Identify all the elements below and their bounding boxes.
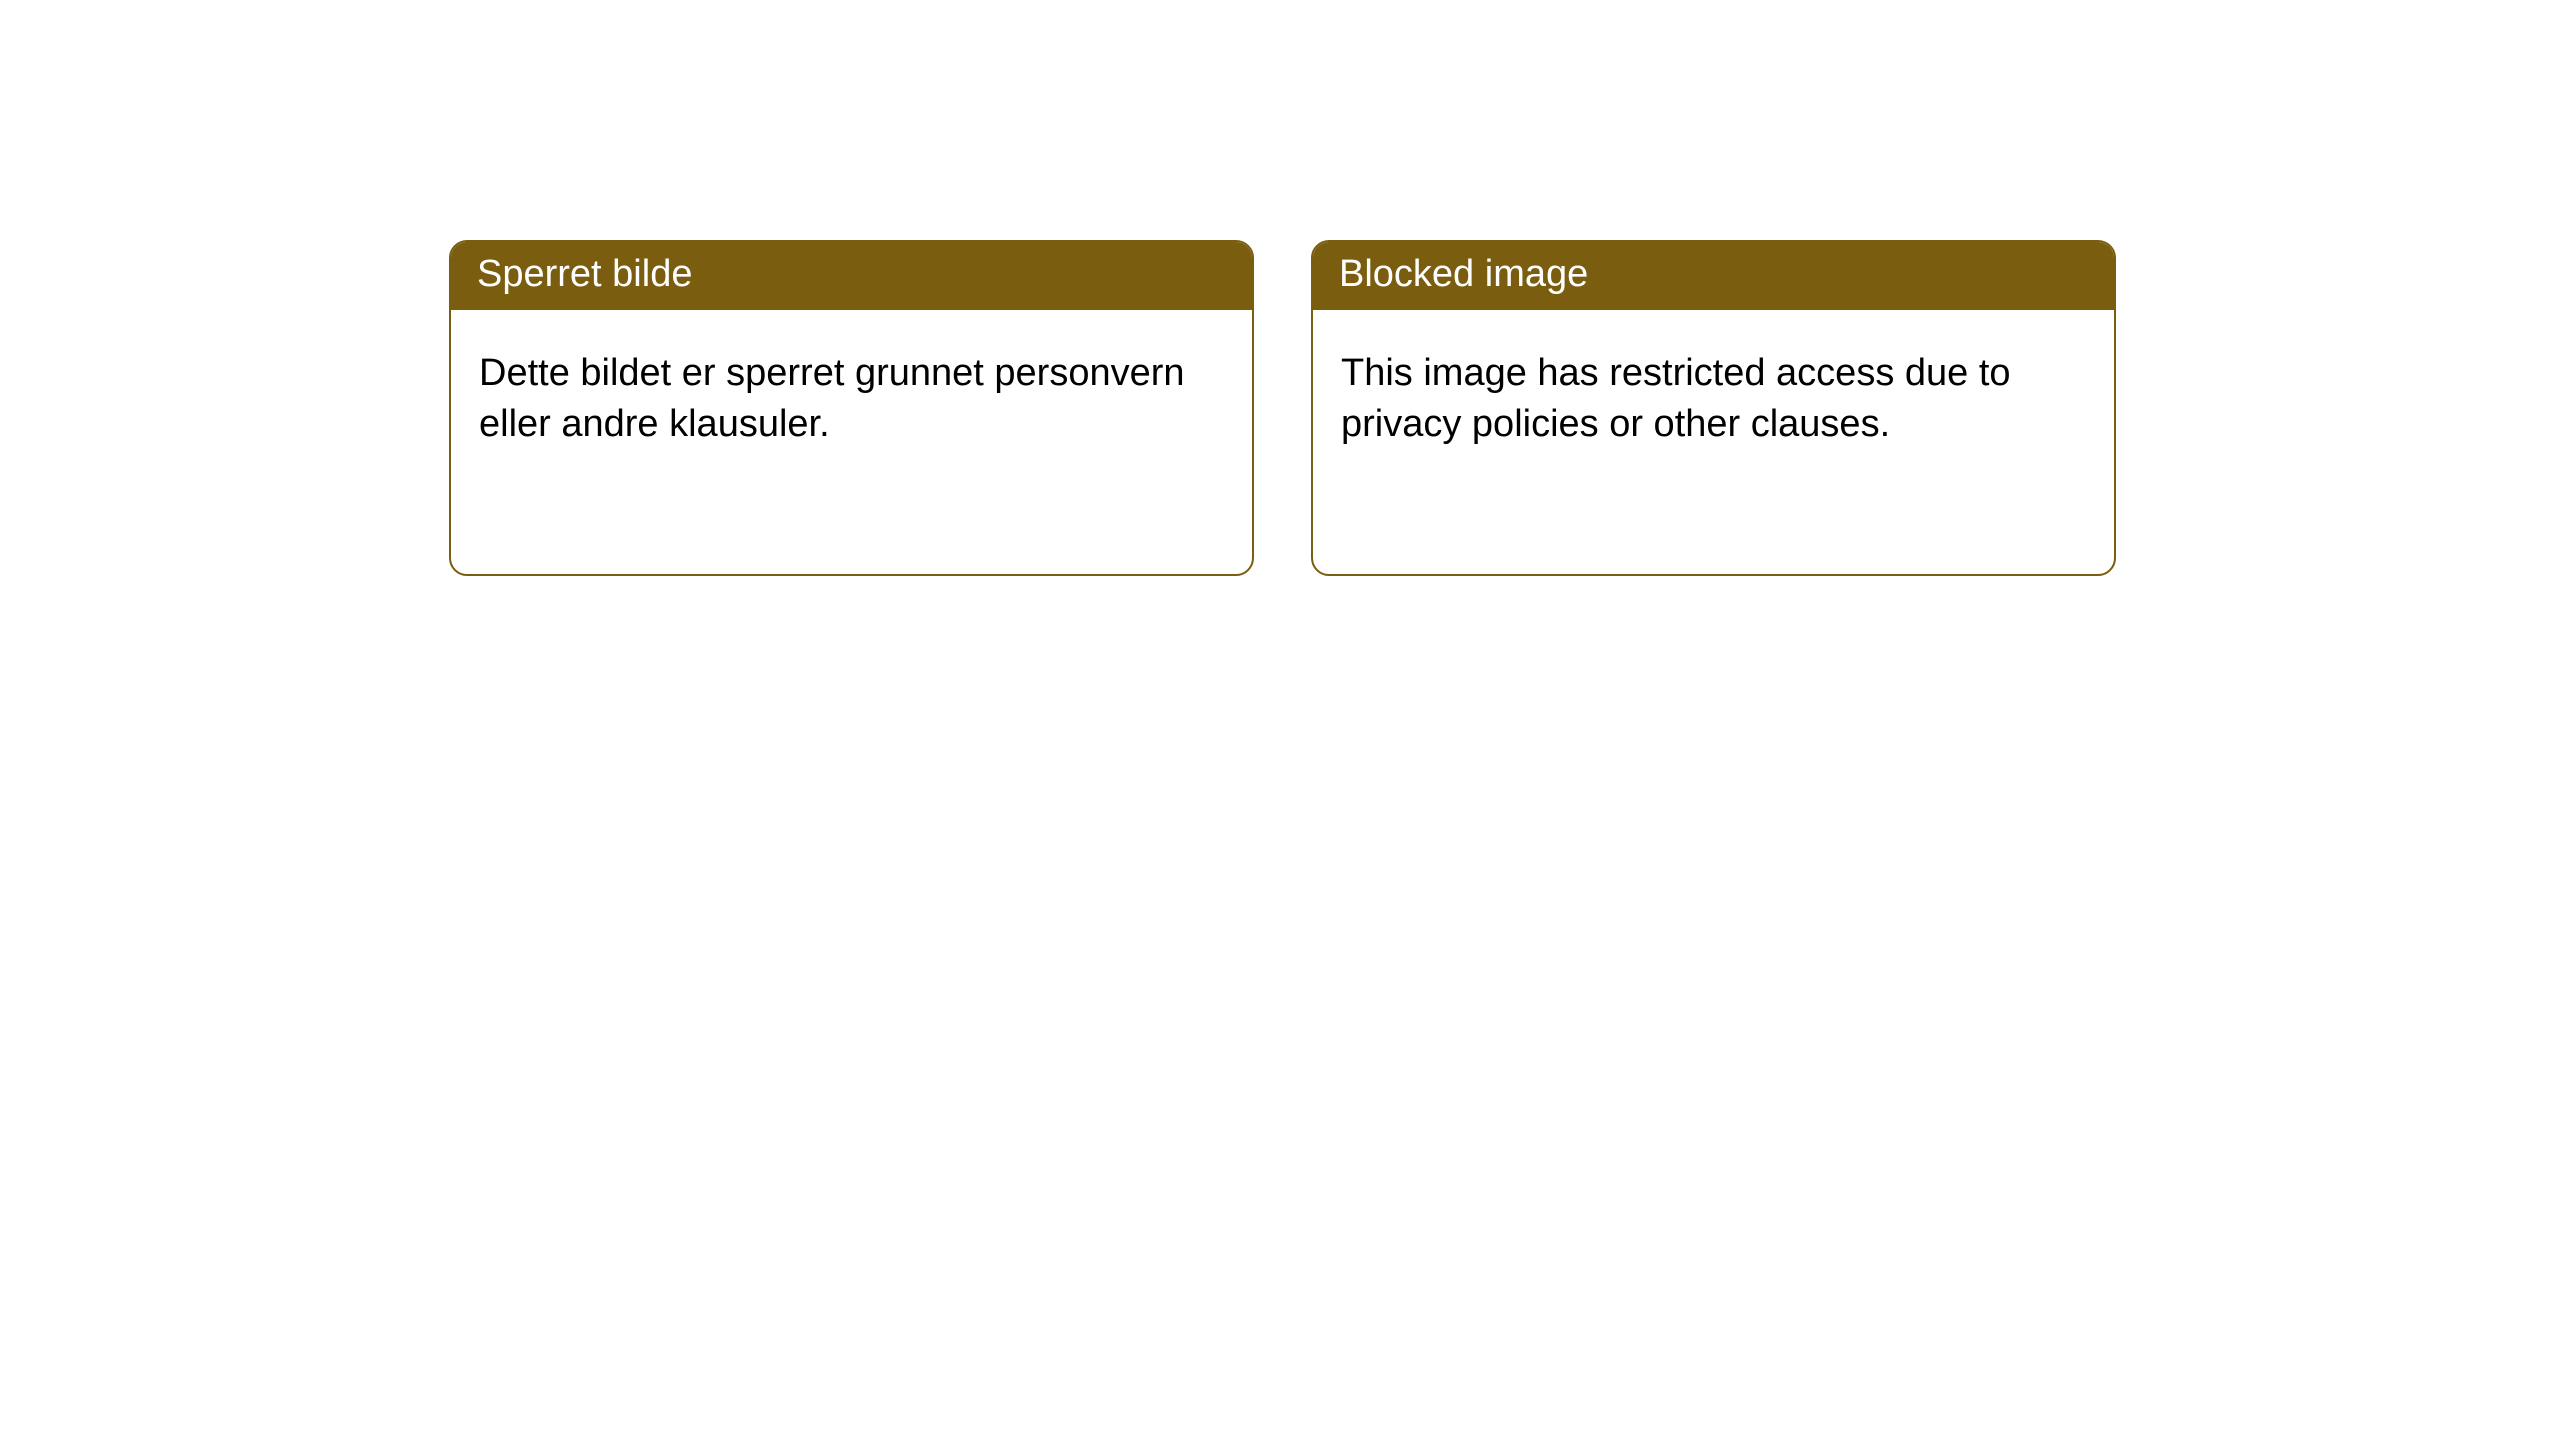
notice-body: Dette bildet er sperret grunnet personve… [451, 310, 1252, 489]
notice-card-english: Blocked image This image has restricted … [1311, 240, 2116, 576]
notice-card-norwegian: Sperret bilde Dette bildet er sperret gr… [449, 240, 1254, 576]
notice-container: Sperret bilde Dette bildet er sperret gr… [0, 0, 2560, 576]
notice-header: Blocked image [1313, 242, 2114, 310]
notice-header: Sperret bilde [451, 242, 1252, 310]
notice-body: This image has restricted access due to … [1313, 310, 2114, 489]
